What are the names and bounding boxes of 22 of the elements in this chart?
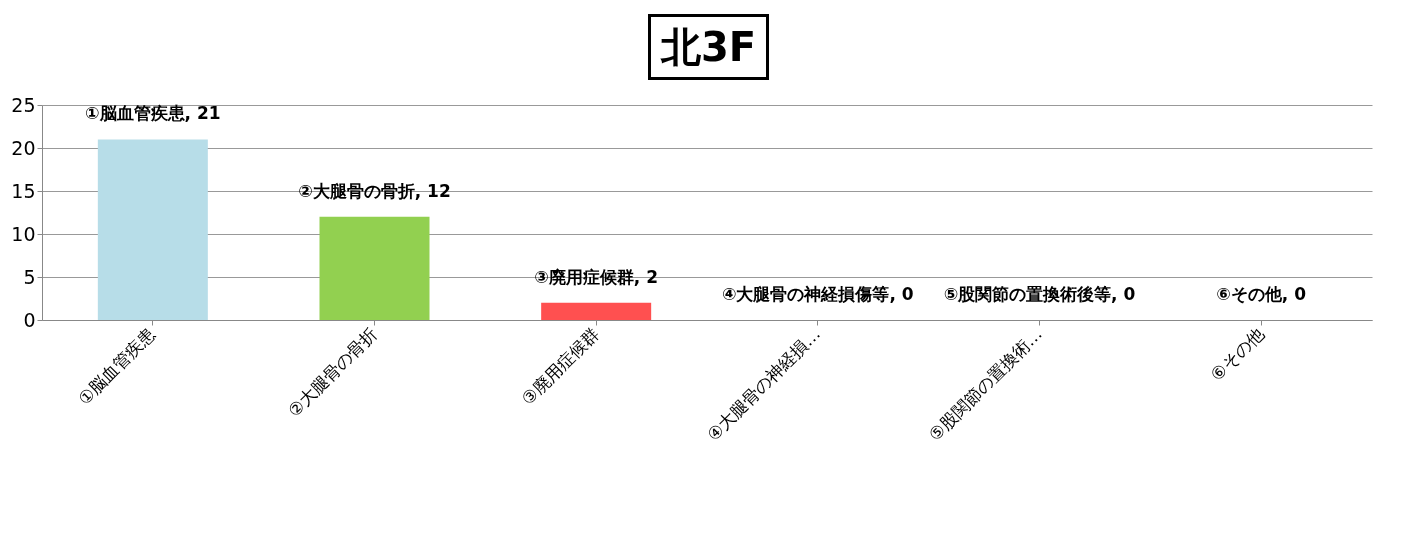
y-tick-label: 15 (11, 179, 36, 202)
annotation: ⑥その他, 0 (1216, 284, 1307, 304)
x-tick-label: ①脳血管疾患 (74, 323, 160, 409)
y-tick-label: 25 (11, 93, 36, 116)
x-tick-label: ②大腿骨の骨折 (283, 323, 381, 421)
annotation: ③廃用症候群, 2 (534, 266, 658, 287)
y-tick-label: 5 (23, 265, 36, 288)
y-tick-label: 20 (11, 136, 36, 159)
x-tick-label: ③廃用症候群 (517, 323, 603, 409)
bar (541, 302, 652, 320)
y-tick-label: 0 (23, 308, 36, 331)
annotation: ④大腿骨の神経損傷等, 0 (722, 284, 914, 304)
annotation: ①脳血管疾患, 21 (85, 103, 221, 124)
x-tick-label: ④大腿骨の神経損… (703, 323, 825, 445)
bar (97, 139, 208, 320)
annotation: ⑤股関節の置換術後等, 0 (943, 284, 1136, 304)
bar (319, 216, 430, 320)
chart-title: 北3F (647, 14, 770, 80)
y-tick-label: 10 (11, 222, 36, 245)
annotation: ②大腿骨の骨折, 12 (298, 180, 451, 201)
x-tick-label: ⑤股関節の置換術… (924, 323, 1046, 445)
x-tick-label: ⑥その他 (1206, 323, 1268, 385)
